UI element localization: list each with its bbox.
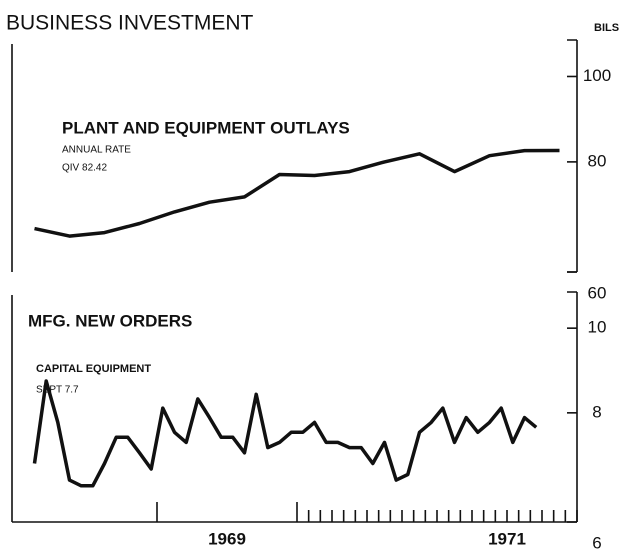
panel-frame — [11, 39, 578, 273]
annotation: SEPT 7.7 — [36, 385, 79, 396]
data-line — [32, 379, 538, 488]
unit-label: BILS — [594, 22, 619, 34]
y-tick-label: 6 — [592, 533, 601, 552]
y-tick-label: 10 — [588, 318, 607, 337]
x-tick-label: 1969 — [208, 529, 246, 548]
y-tick-label: 80 — [588, 151, 607, 170]
y-tick-label: 100 — [583, 66, 611, 85]
panel-frame — [11, 291, 578, 523]
x-minor-ticks — [156, 502, 578, 522]
y-tick-label: 60 — [588, 283, 607, 302]
x-tick-label: 1971 — [488, 529, 526, 548]
page-title: BUSINESS INVESTMENT — [6, 12, 254, 35]
annotation: QIV 82.42 — [62, 163, 107, 174]
panel-title: PLANT AND EQUIPMENT OUTLAYS — [62, 118, 350, 137]
panel-subtitle: ANNUAL RATE — [62, 145, 131, 156]
panel-title: MFG. NEW ORDERS — [28, 311, 192, 330]
data-line — [34, 148, 560, 238]
y-tick-label: 8 — [592, 402, 601, 421]
panel-subtitle: CAPITAL EQUIPMENT — [36, 363, 151, 375]
